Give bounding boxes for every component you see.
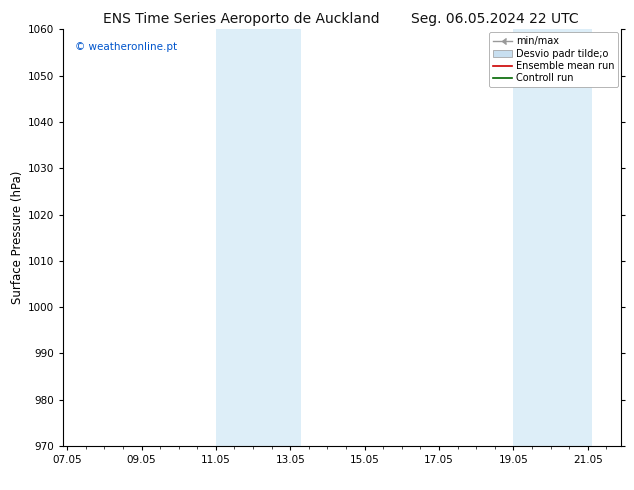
Bar — [216, 29, 264, 446]
Text: ENS Time Series Aeroporto de Auckland: ENS Time Series Aeroporto de Auckland — [103, 12, 379, 26]
Y-axis label: Surface Pressure (hPa): Surface Pressure (hPa) — [11, 171, 24, 304]
Bar — [514, 29, 551, 446]
Bar — [551, 29, 592, 446]
Text: Seg. 06.05.2024 22 UTC: Seg. 06.05.2024 22 UTC — [411, 12, 578, 26]
Legend: min/max, Desvio padr tilde;o, Ensemble mean run, Controll run: min/max, Desvio padr tilde;o, Ensemble m… — [489, 32, 618, 87]
Text: © weatheronline.pt: © weatheronline.pt — [75, 42, 177, 52]
Bar — [264, 29, 301, 446]
